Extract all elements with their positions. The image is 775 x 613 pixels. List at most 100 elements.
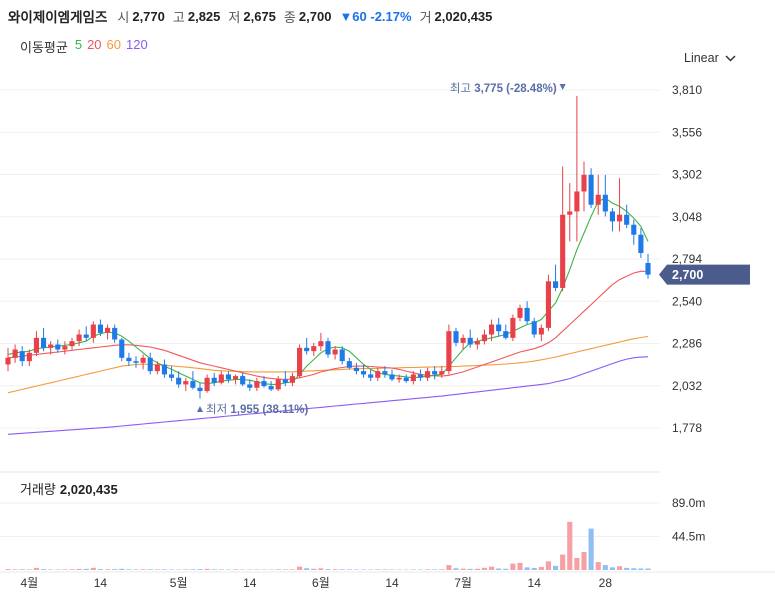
time-tick-label: 4월: [20, 576, 38, 590]
candle-body: [389, 374, 395, 380]
ma5-legend[interactable]: 5: [74, 37, 83, 52]
time-tick-label: 14: [385, 576, 399, 590]
low-value: 2,675: [243, 8, 276, 24]
candle-body: [368, 374, 374, 378]
candle-body: [83, 334, 89, 338]
ma120-legend[interactable]: 120: [126, 37, 148, 52]
change-value: ▼60 -2.17%: [339, 8, 412, 24]
volume-bar: [26, 569, 32, 570]
candle: [560, 166, 566, 292]
candle: [26, 349, 32, 367]
candle-body: [446, 331, 452, 372]
volume-bar: [161, 569, 168, 570]
high-label: 고: [172, 9, 185, 25]
candle: [282, 371, 288, 387]
candle: [474, 337, 480, 350]
candle-body: [254, 381, 260, 388]
grid-lines: [0, 89, 775, 573]
volume-bar: [631, 568, 637, 570]
candle-body: [304, 347, 310, 352]
volume-bar: [190, 569, 196, 570]
candle-body: [524, 307, 530, 322]
candle: [268, 381, 274, 392]
volume-bar: [311, 568, 317, 570]
candle: [19, 346, 25, 367]
volume-bar: [545, 561, 552, 570]
volume-bar: [275, 569, 281, 570]
candle: [424, 367, 431, 382]
high-value: 2,825: [187, 8, 221, 24]
moving-average-legend[interactable]: 이동평균 5 20 60 120: [20, 37, 148, 56]
candle-body: [296, 347, 303, 377]
volume-bar: [5, 569, 11, 570]
volume-bar: [524, 567, 530, 570]
candle-body: [467, 337, 473, 345]
volume-bar: [304, 568, 310, 570]
candle-body: [225, 374, 232, 380]
volume-bar: [346, 569, 352, 570]
volume-bar: [12, 569, 18, 570]
candle: [254, 377, 260, 392]
candle: [318, 332, 324, 352]
candle: [481, 329, 488, 345]
volume-bar: [90, 567, 96, 570]
max-annotation: 최고 3,775 (-28.48%): [450, 82, 557, 95]
volume-bar: [232, 569, 239, 570]
candle-body: [638, 234, 644, 254]
volume-value: 2,020,435: [434, 8, 493, 24]
volume-tick-label: 89.0m: [672, 496, 705, 510]
candle: [133, 356, 139, 368]
candle-body: [311, 346, 317, 352]
candle-body: [624, 214, 630, 225]
candle-body: [417, 374, 424, 378]
volume-bar: [211, 569, 217, 570]
volume-bar: [296, 566, 303, 570]
scale-dropdown[interactable]: Linear: [684, 51, 736, 65]
price-tick-label: 2,540: [672, 294, 702, 308]
volume-bar: [339, 569, 345, 570]
volume-bar: [104, 569, 111, 570]
candle-body: [12, 349, 18, 358]
candle-body: [339, 349, 345, 362]
candle-body: [232, 376, 239, 380]
volume-bar: [332, 569, 338, 570]
volume-bar: [204, 568, 210, 570]
volume-bar: [126, 569, 132, 570]
candle: [616, 178, 623, 232]
ma60-legend[interactable]: 60: [106, 37, 122, 52]
candle-body: [538, 327, 544, 335]
volume-bar: [197, 569, 203, 570]
volume-bar: [76, 568, 82, 570]
candle: [588, 168, 594, 209]
ma20-legend[interactable]: 20: [87, 37, 102, 52]
candle-body: [403, 377, 409, 382]
candle: [403, 374, 409, 383]
volume-bar: [360, 569, 367, 570]
volume-bar: [119, 568, 125, 570]
candle: [176, 371, 182, 388]
volume-bar: [282, 569, 288, 570]
candle: [126, 352, 132, 367]
candle-body: [645, 262, 651, 275]
volume-bar: [97, 569, 104, 570]
price-tick-label: 3,302: [672, 168, 702, 182]
volume-bar: [538, 566, 544, 570]
candle-body: [154, 364, 160, 372]
candle-body: [275, 379, 281, 390]
candle: [538, 324, 544, 342]
price-summary-header: 와이제이엠게임즈 시 2,770 고 2,825 저 2,675 종 2,700…: [8, 6, 500, 26]
candle: [112, 324, 118, 343]
moving-average-lines: [7, 197, 649, 435]
candle: [161, 359, 168, 378]
candle-body: [460, 337, 466, 343]
candle-body: [282, 379, 288, 383]
candle: [510, 314, 516, 342]
volume-bar: [560, 554, 566, 570]
volume-bar: [517, 562, 523, 570]
candle: [581, 161, 587, 212]
candle-body: [112, 327, 118, 340]
close-value: 2,700: [298, 8, 332, 24]
candlesticks: [5, 95, 651, 399]
candle-body: [19, 351, 25, 362]
